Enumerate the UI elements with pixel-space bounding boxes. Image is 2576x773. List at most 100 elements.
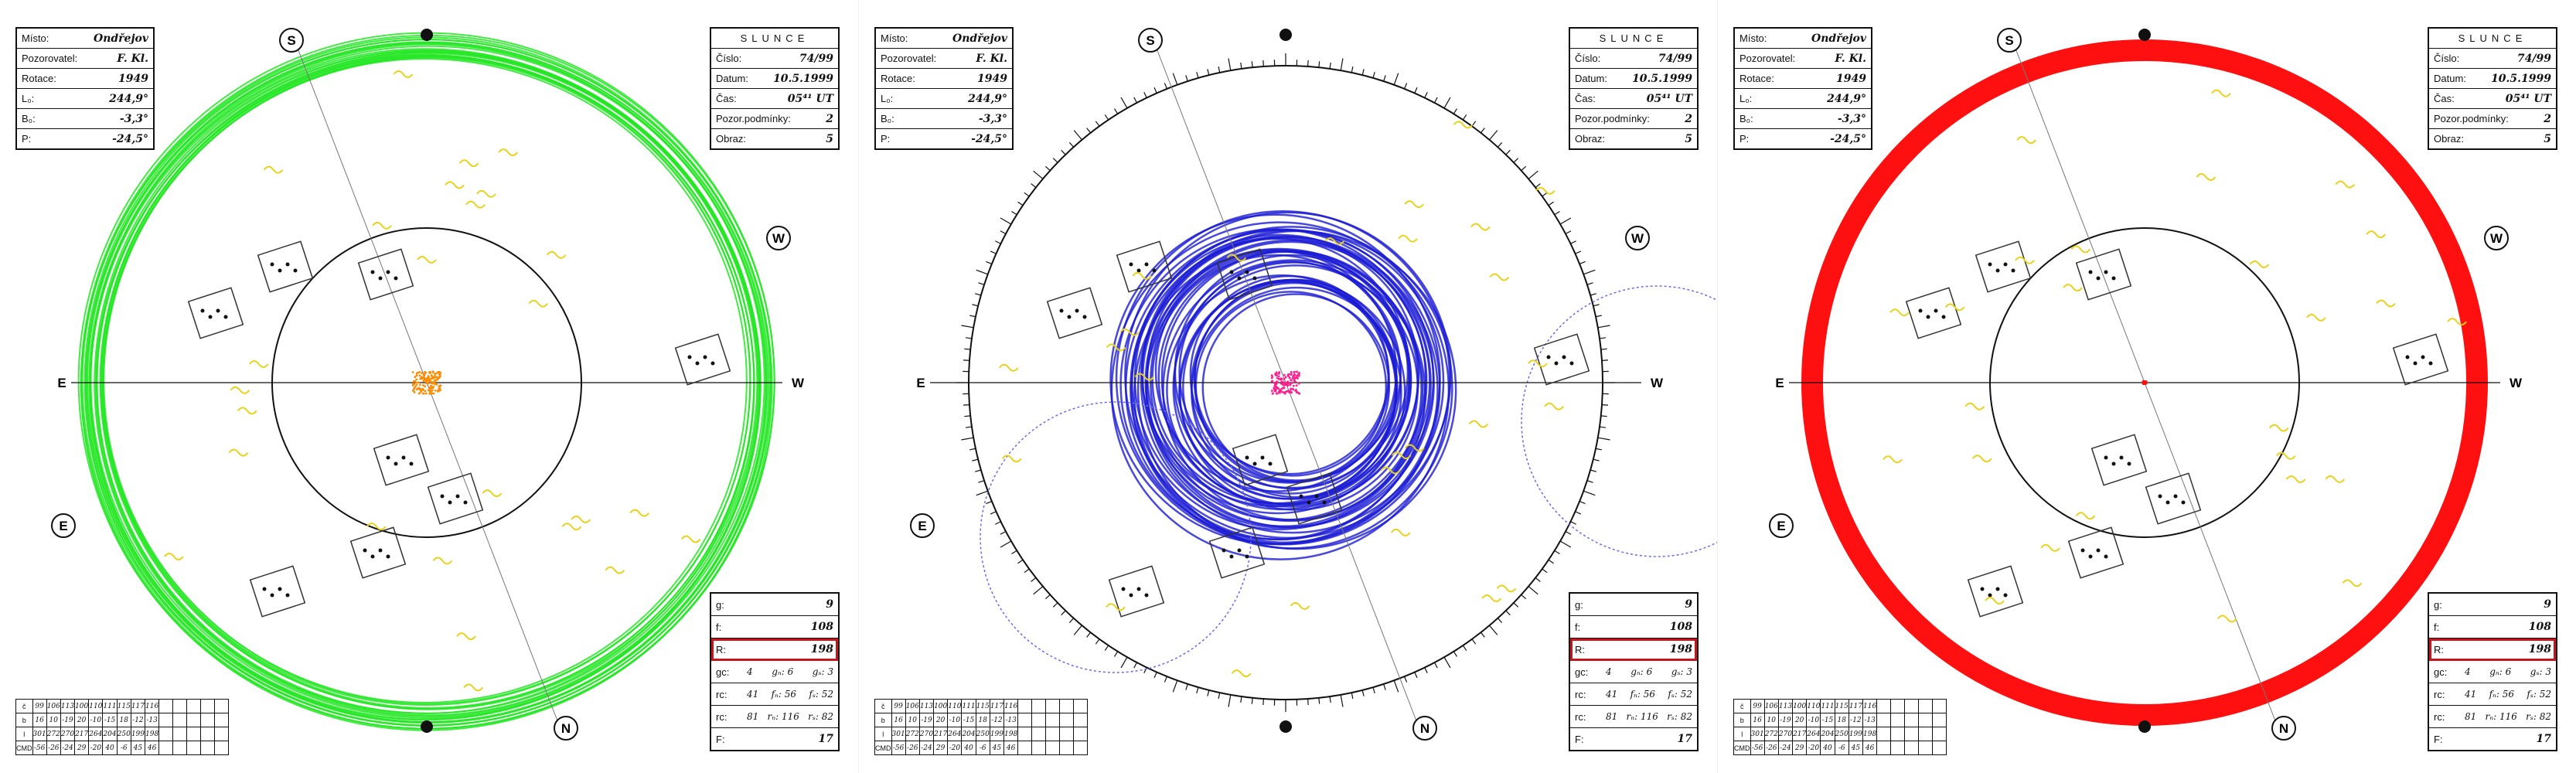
ledger-cell [1877,741,1891,755]
degree-tick [1154,87,1157,93]
info-row: Místo: Ondřejov [876,29,1012,49]
degree-tick [1593,459,1600,461]
compass-label-w: W [1651,376,1664,390]
facula-mark [165,553,183,560]
facula-mark [1399,236,1417,242]
stats-sub-value: fₛ: 52 [2527,689,2551,700]
ledger-head: CMD [875,741,892,755]
info-row: B₀: -3,3° [876,109,1012,129]
sunspot [1245,555,1249,559]
ledger-cell: 116 [1863,700,1877,713]
center-point [419,383,421,386]
ledger-cell [1891,713,1905,727]
sun-drawing-panel-1[interactable]: S N E W E W Místo: Ondřejov Pozorovatel: F. Kl. R… [0,0,858,773]
degree-tick [1197,72,1198,78]
ledger-cell [173,741,187,755]
sunspot [2012,269,2015,273]
degree-tick [1535,184,1540,188]
ledger-cell: 46 [1863,741,1877,755]
slunce-value: 2 [1644,113,1692,125]
slunce-value: 5 [785,133,833,145]
center-point [439,385,441,387]
facula-mark [1890,309,1909,315]
ledger-cell [1877,700,1891,713]
sun-drawing-panel-2[interactable]: S N E W E W Místo: Ondřejov Pozorovatel: F. Kl. R… [859,0,1717,773]
slunce-value: 74/99 [1644,53,1692,65]
sun-drawing-panel-3[interactable]: S N E W E W Místo: Ondřejov Pozorovatel: F. Kl. R… [1718,0,2576,773]
facula-mark [433,557,451,564]
ledger-cell: 16 [32,713,46,727]
degree-tick [1549,202,1554,205]
degree-tick [1384,75,1385,81]
facula-mark [499,149,517,155]
facula-mark [2366,231,2385,237]
slunce-row: Obraz: 5 [711,129,838,148]
slunce-info-box: SLUNCE Číslo: 74/99 Datum: 10.5.1999 Čas: 05⁴¹… [710,27,840,150]
ledger-cell: 99 [32,700,46,713]
degree-tick [1173,73,1177,85]
degree-tick [1583,491,1595,495]
ledger-cell: 272 [905,727,919,741]
slunce-value: 2 [785,113,833,125]
degree-tick [1535,577,1540,581]
slunce-value: 74/99 [2503,53,2551,65]
info-value: -3,3° [99,113,148,125]
degree-tick [961,325,973,328]
degree-tick [1506,150,1511,155]
ledger-cell [1060,700,1074,713]
ledger-cell [1074,713,1088,727]
slunce-label: Datum: [2434,73,2491,84]
sunspot-group-box [2092,434,2147,485]
degree-tick [1208,690,1209,696]
ledger-cell: -19 [1778,713,1792,727]
degree-tick [1602,360,1608,361]
center-point [1271,380,1273,382]
stats-label: F: [1575,734,1606,745]
ledger-cell: 45 [1849,741,1862,755]
stats-value: 9 [1606,598,1692,611]
facula-mark [547,252,566,258]
sunspot [448,501,452,505]
slunce-label: Datum: [716,73,773,84]
degree-tick [1319,61,1320,67]
degree-tick [1074,625,1082,635]
center-point [1293,385,1295,387]
sunspot [379,549,383,553]
ledger-cell [201,727,215,741]
stats-sub-value: gₙ: 6 [1630,666,1652,677]
degree-tick [1472,639,1476,644]
info-label: L₀: [22,93,99,104]
facula-mark [2250,261,2268,267]
degree-tick [1087,128,1091,133]
blue-ring-stroke [1174,263,1411,499]
degree-tick [1074,131,1082,140]
sunspot [294,269,298,273]
ledger-cell: -56 [1750,741,1764,755]
slunce-label: Pozor.podmínky: [1575,113,1644,124]
ledger-row: CMD -56 -26 -24 29 -20 40 -6 45 46 [16,741,229,755]
center-point [431,377,434,380]
ledger-cell: 18 [976,713,990,727]
ledger-cell: -15 [103,713,117,727]
stats-sub-value: 81 [1606,711,1617,722]
ledger-head: l [1734,727,1751,741]
ledger-cell: 18 [1835,713,1849,727]
degree-tick [1024,569,1029,573]
slunce-label: Číslo: [2434,53,2503,64]
sunspot [2159,495,2162,499]
degree-tick [1012,550,1017,553]
ledger-cell [1046,727,1060,741]
info-row: Pozorovatel: F. Kl. [17,49,153,69]
facula-mark [2041,545,2060,551]
slunce-row: Číslo: 74/99 [1570,49,1697,69]
ledger-cell [1032,700,1046,713]
ledger-cell [1046,741,1060,755]
center-point [414,391,416,393]
ledger-cell: 199 [1849,727,1862,741]
ledger-cell: 106 [905,700,919,713]
sunspot [402,456,406,460]
stats-label: rc: [2434,711,2465,723]
degree-tick [1571,241,1576,244]
sunspot [394,462,398,466]
facula-mark [417,257,436,263]
